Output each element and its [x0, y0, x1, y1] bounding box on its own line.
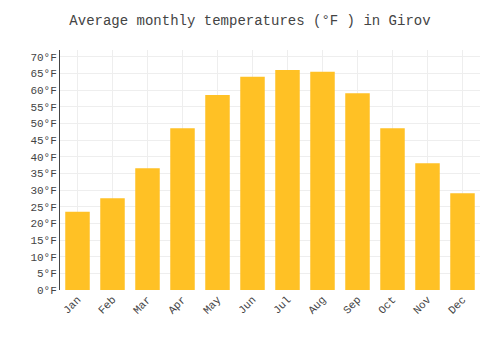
svg-text:40°F: 40°F	[30, 152, 56, 164]
svg-text:55°F: 55°F	[30, 102, 56, 114]
svg-text:Feb: Feb	[96, 294, 118, 316]
svg-text:Aug: Aug	[306, 294, 328, 316]
svg-text:65°F: 65°F	[30, 68, 56, 80]
svg-text:Dec: Dec	[446, 294, 468, 316]
svg-text:Average monthly temperatures (: Average monthly temperatures (°F ) in Gi…	[69, 13, 430, 29]
svg-text:Mar: Mar	[131, 294, 153, 316]
svg-text:10°F: 10°F	[30, 252, 56, 264]
svg-text:May: May	[201, 294, 224, 317]
svg-text:25°F: 25°F	[30, 202, 56, 214]
svg-text:50°F: 50°F	[30, 118, 56, 130]
svg-text:15°F: 15°F	[30, 235, 56, 247]
svg-text:70°F: 70°F	[30, 52, 56, 64]
svg-text:Jul: Jul	[271, 294, 293, 316]
svg-text:0°F: 0°F	[37, 285, 57, 297]
svg-text:Jun: Jun	[236, 294, 258, 316]
svg-text:Apr: Apr	[166, 294, 188, 316]
svg-text:20°F: 20°F	[30, 218, 56, 230]
svg-text:60°F: 60°F	[30, 85, 56, 97]
svg-text:Jan: Jan	[61, 294, 83, 316]
svg-text:Sep: Sep	[341, 294, 363, 316]
svg-text:35°F: 35°F	[30, 168, 56, 180]
svg-text:45°F: 45°F	[30, 135, 56, 147]
svg-text:5°F: 5°F	[37, 268, 57, 280]
svg-text:Oct: Oct	[376, 294, 398, 316]
svg-text:30°F: 30°F	[30, 185, 56, 197]
svg-text:Nov: Nov	[411, 294, 434, 317]
